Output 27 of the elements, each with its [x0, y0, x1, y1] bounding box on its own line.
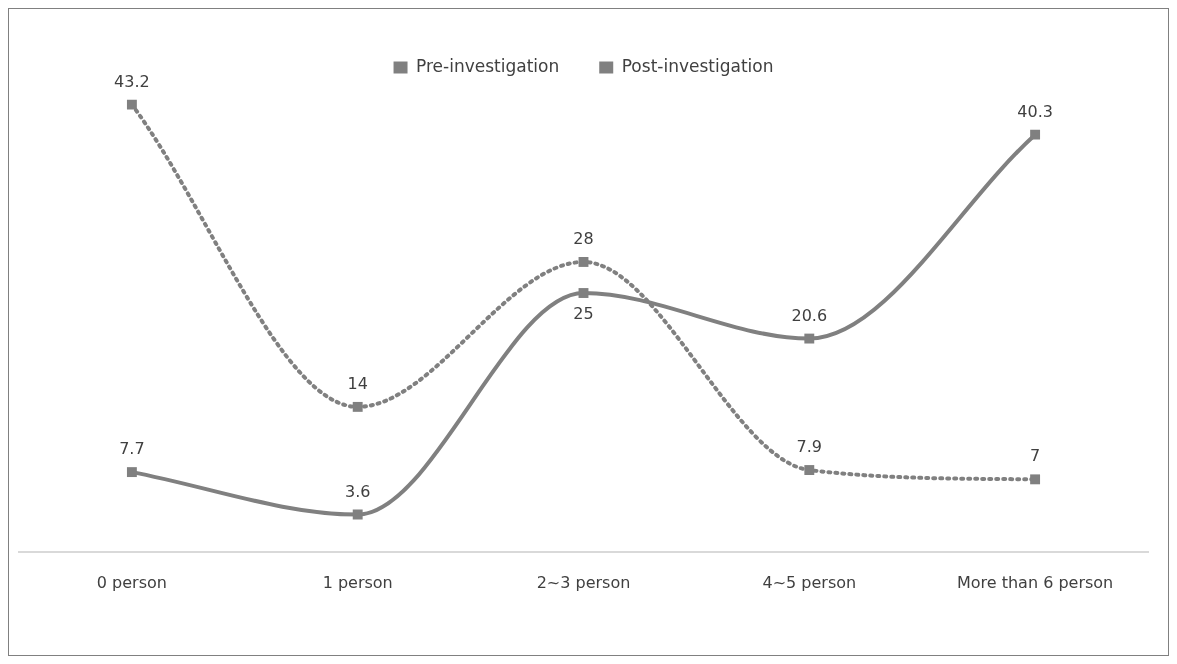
point — [126, 467, 137, 478]
data-label: 7.9 — [796, 437, 823, 457]
x-tick-label: 0 person — [96, 572, 167, 592]
point — [1030, 129, 1041, 140]
data-label: 7 — [1030, 446, 1041, 466]
legend-label: Post-investigation — [621, 55, 774, 76]
point — [126, 99, 137, 110]
x-tick-label: 1 person — [322, 572, 393, 592]
data-label: 43.2 — [114, 71, 150, 91]
point — [804, 465, 815, 475]
point — [1030, 474, 1041, 485]
legend-label: Pre-investigation — [416, 55, 560, 76]
x-tick-label: 2~3 person — [536, 572, 631, 592]
data-label: 40.3 — [1017, 101, 1053, 121]
x-tick-label: 4~5 person — [762, 572, 857, 592]
point — [352, 401, 363, 412]
point — [578, 257, 589, 267]
data-label: 25 — [573, 304, 594, 324]
x-tick-label: More than 6 person — [956, 572, 1114, 592]
data-label: 3.6 — [344, 481, 371, 501]
point — [578, 288, 589, 298]
data-label: 14 — [347, 374, 368, 394]
point — [352, 509, 363, 520]
data-label: 28 — [573, 229, 594, 249]
data-label: 20.6 — [791, 305, 828, 325]
point — [804, 333, 815, 344]
data-label: 7.7 — [119, 439, 145, 459]
